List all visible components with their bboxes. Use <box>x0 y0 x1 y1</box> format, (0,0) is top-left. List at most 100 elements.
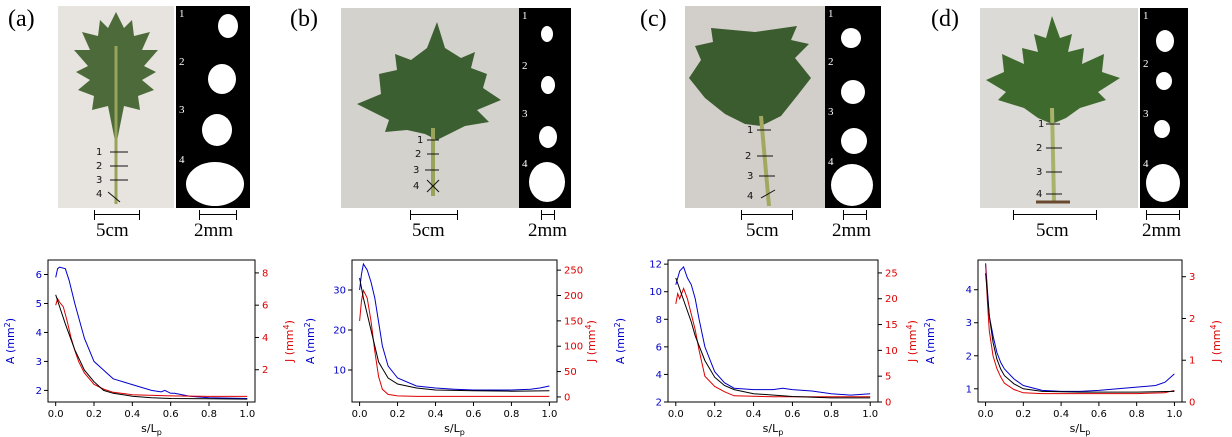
section-blob-c-1 <box>841 28 861 48</box>
y-left-tick-label: 4 <box>36 328 42 339</box>
x-tick-label: 1.0 <box>541 409 557 420</box>
leaf-photo-c: 1 2 3 4 <box>685 6 825 208</box>
section-number-a-1: 1 <box>179 8 185 20</box>
y-left-tick-label: 1 <box>966 384 972 395</box>
plot-frame <box>978 260 1182 402</box>
petiole-mark-a-3: 3 <box>96 175 102 186</box>
y-left-tick-label: 8 <box>656 315 662 326</box>
petiole-mark-c-2: 2 <box>745 151 751 162</box>
section-blob-d-1 <box>1156 30 1174 52</box>
leaf-photo-a: 1 2 3 4 <box>58 6 174 208</box>
x-tick-label: 0.4 <box>428 409 444 420</box>
chart-d: 0.0 0.2 0.4 0.6 0.8 1.0 1 2 3 4 0 1 2 3 s/Lp A (mm2) J (… <box>920 252 1232 437</box>
x-tick-label: 0.0 <box>48 409 64 420</box>
y-right-tick-label: 3 <box>1189 272 1195 283</box>
y-left-tick-label: 2 <box>656 398 662 409</box>
petiole-mark-d-2: 2 <box>1036 143 1042 154</box>
section-number-c-2: 2 <box>828 56 834 68</box>
section-number-d-1: 1 <box>1143 10 1149 22</box>
panel-letter-d: (d) <box>931 6 959 33</box>
y-left-tick-label: 4 <box>656 370 662 381</box>
x-tick-label: 0.8 <box>1129 409 1145 420</box>
y-right-axis-label: J (mm4) <box>282 320 296 363</box>
y-right-tick-label: 250 <box>564 266 583 277</box>
scale-bar-5cm-a <box>94 210 140 220</box>
y-left-tick-label: 3 <box>36 357 42 368</box>
y-right-axis-label: J (mm4) <box>584 320 598 363</box>
scale-bar-2mm-b <box>541 210 555 220</box>
x-tick-label: 0.6 <box>784 409 800 420</box>
x-tick-label: 0.6 <box>466 409 482 420</box>
scale-bar-2mm-c <box>843 210 867 220</box>
plot-frame <box>352 260 557 402</box>
x-tick-label: 0.2 <box>707 409 723 420</box>
y-right-axis-label: J (mm4) <box>1209 320 1223 363</box>
x-tick-label: 0.6 <box>163 409 179 420</box>
y-right-tick-label: 150 <box>564 316 583 327</box>
section-number-a-4: 4 <box>179 154 185 166</box>
section-number-d-4: 4 <box>1143 158 1149 170</box>
x-tick-label: 1.0 <box>239 409 255 420</box>
section-number-c-3: 3 <box>828 106 834 118</box>
x-axis-label: s/Lp <box>763 422 784 437</box>
x-tick-label: 0.2 <box>86 409 102 420</box>
panel-letter-b: (b) <box>290 6 318 33</box>
section-blob-b-4 <box>529 162 565 202</box>
scale-bar-5cm-d <box>1013 210 1097 220</box>
y-right-tick-label: 2 <box>262 365 268 376</box>
x-tick-label: 0.4 <box>1053 409 1069 420</box>
x-tick-label: 0.6 <box>1091 409 1107 420</box>
scale-label-2mm-b: 2mm <box>528 220 567 242</box>
section-number-c-4: 4 <box>828 156 834 168</box>
petiole-mark-a-2: 2 <box>96 161 102 172</box>
scale-bar-5cm-b <box>410 210 458 220</box>
scale-label-2mm-c: 2mm <box>832 220 871 242</box>
leaf-photo-b: 1 2 3 4 <box>341 8 519 208</box>
y-right-tick-label: 4 <box>262 333 268 344</box>
y-left-tick-label: 10 <box>333 366 346 377</box>
petiole-mark-d-4: 4 <box>1036 189 1042 200</box>
y-right-tick-label: 1 <box>1189 356 1195 367</box>
panel-letter-c: (c) <box>640 6 667 33</box>
section-blob-b-3 <box>539 126 557 148</box>
section-blob-a-2 <box>208 64 236 94</box>
cross-sections-a: 1 2 3 4 <box>176 6 250 208</box>
section-number-b-3: 3 <box>522 108 528 120</box>
y-left-tick-label: 2 <box>966 351 972 362</box>
y-right-tick-label: 25 <box>885 268 898 279</box>
cross-sections-c: 1 2 3 4 <box>825 6 881 208</box>
petiole-mark-c-1: 1 <box>747 125 753 136</box>
series-line-area <box>986 263 1175 391</box>
petiole-mark-b-4: 4 <box>413 181 419 192</box>
petiole-mark-d-3: 3 <box>1036 167 1042 178</box>
section-number-d-2: 2 <box>1143 58 1149 70</box>
section-blob-c-4 <box>831 164 873 206</box>
scale-label-2mm-d: 2mm <box>1142 220 1181 242</box>
y-left-tick-label: 4 <box>966 285 972 296</box>
section-blob-a-4 <box>186 162 244 206</box>
section-number-b-1: 1 <box>522 10 528 22</box>
section-blob-d-2 <box>1156 72 1172 90</box>
y-right-tick-label: 8 <box>262 268 268 279</box>
x-tick-label: 1.0 <box>1166 409 1182 420</box>
section-blob-d-3 <box>1154 120 1170 138</box>
y-left-tick-label: 2 <box>36 386 42 397</box>
section-blob-b-2 <box>541 76 555 94</box>
leaf-image-a: 1 2 3 4 <box>58 6 174 208</box>
section-blob-a-1 <box>218 14 238 38</box>
scale-label-5cm-a: 5cm <box>96 220 129 242</box>
y-right-tick-label: 0 <box>885 398 891 409</box>
y-right-tick-label: 15 <box>885 320 898 331</box>
x-tick-label: 0.8 <box>503 409 519 420</box>
scale-label-2mm-a: 2mm <box>194 220 233 242</box>
y-right-tick-label: 5 <box>885 372 891 383</box>
x-axis-label: s/Lp <box>444 422 465 437</box>
y-left-tick-label: 6 <box>36 270 42 281</box>
y-left-tick-label: 10 <box>649 287 662 298</box>
series-line-area <box>360 264 550 390</box>
y-left-axis-label: A (mm2) <box>613 318 627 364</box>
scale-label-5cm-b: 5cm <box>412 220 445 242</box>
chart-a: 0.0 0.2 0.4 0.6 0.8 1.0 2 3 4 5 6 2 4 6 8 s/Lp A (mm2) J … <box>0 252 300 437</box>
y-right-tick-label: 6 <box>262 301 268 312</box>
section-number-b-4: 4 <box>522 158 528 170</box>
